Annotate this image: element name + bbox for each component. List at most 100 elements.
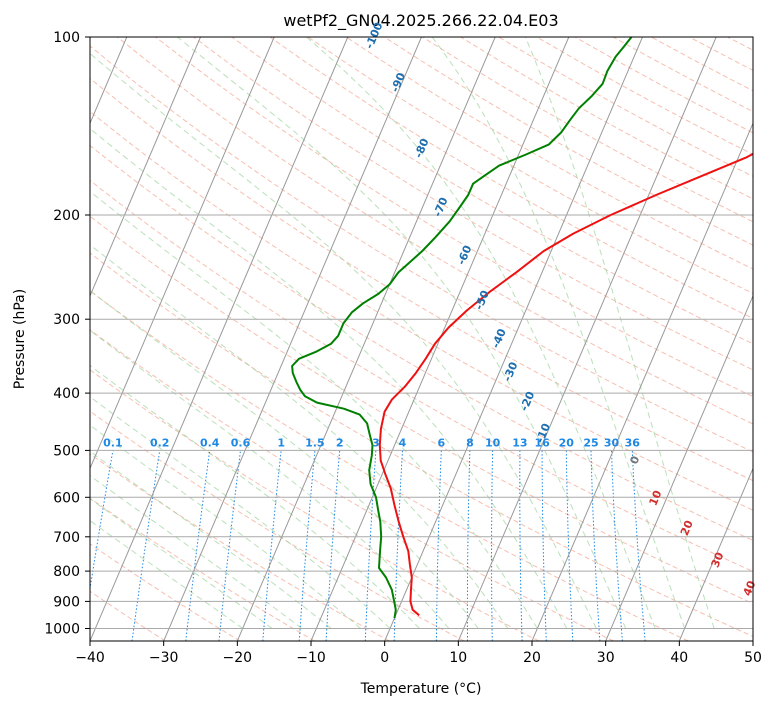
mixing-ratio-label: 13	[512, 436, 527, 449]
mixing-ratio-line	[611, 450, 623, 641]
isotherm-line	[678, 467, 753, 641]
mixing-ratio-line	[90, 450, 114, 592]
mixing-ratio-line	[590, 450, 601, 641]
dry-adiabat-line	[90, 453, 390, 641]
mixing-ratio-label: 3	[372, 436, 380, 449]
y-tick-label: 300	[53, 312, 80, 328]
moist-adiabat-line	[524, 37, 715, 629]
x-tick-label: 0	[380, 650, 389, 666]
mixing-ratio-label: 25	[583, 436, 598, 449]
mixing-ratio-label: 10	[485, 436, 501, 449]
mixing-ratio-line	[262, 450, 282, 641]
x-tick-label: 50	[744, 650, 762, 666]
mixing-ratio-line	[491, 450, 494, 641]
mixing-ratio-label: 1	[277, 436, 285, 449]
profile-line	[291, 37, 633, 619]
mixing-ratio-label: 20	[559, 436, 575, 449]
dry-adiabat-line	[90, 144, 753, 542]
y-tick-label: 100	[53, 30, 80, 46]
moist-adiabat-line	[90, 396, 391, 629]
x-tick-label: 40	[670, 650, 688, 666]
moist-adiabat-line	[90, 520, 243, 629]
mixing-ratio-label: 2	[336, 436, 344, 449]
isotherm-label-warm: 10	[647, 488, 665, 507]
dry-adiabat-line	[90, 45, 753, 453]
dry-adiabat-line	[155, 37, 753, 398]
mixing-ratio-line	[298, 450, 316, 641]
x-tick-label: −10	[296, 650, 326, 666]
x-tick-label: 30	[597, 650, 615, 666]
mixing-ratio-line	[218, 450, 241, 641]
y-tick-label: 800	[53, 564, 80, 580]
y-tick-label: 200	[53, 208, 80, 224]
isotherm-line	[90, 37, 201, 298]
dry-adiabat-line	[90, 215, 753, 605]
mixing-ratio-line	[325, 450, 341, 641]
dry-adiabat-line	[90, 543, 241, 641]
isotherm-line	[384, 37, 643, 641]
dry-adiabat-line	[90, 497, 315, 641]
y-tick-label: 600	[53, 490, 80, 506]
moist-adiabat-line	[90, 450, 332, 629]
moist-adiabat-line	[90, 289, 479, 629]
dry-adiabat-line	[422, 37, 753, 223]
background-lines	[90, 37, 775, 641]
mixing-ratio-label: 4	[399, 436, 407, 449]
x-tick-label: 10	[449, 650, 467, 666]
dry-adiabat-line	[384, 37, 753, 246]
isotherm-label: -40	[489, 326, 509, 350]
dry-adiabat-line	[269, 37, 753, 319]
moist-adiabat-line	[90, 190, 538, 629]
moist-adiabat-line	[90, 329, 450, 629]
isotherm-label-warm: 20	[678, 518, 696, 537]
isotherm-label: -60	[455, 243, 475, 267]
y-tick-label: 400	[53, 386, 80, 402]
dry-adiabat-line	[117, 37, 753, 425]
dry-adiabat-line	[766, 37, 775, 641]
dry-adiabat-line	[90, 290, 689, 641]
mixing-ratio-line	[466, 450, 471, 641]
axis-ticks: −40 −30 −20 −10 0 10 20 30 40 50 1000 900 800 700 600 5…	[44, 30, 762, 666]
dry-adiabat-line	[193, 37, 753, 371]
chart-title: wetPf2_GN04.2025.266.22.04.E03	[283, 11, 558, 31]
isotherm-line	[90, 37, 349, 641]
mixing-ratio-label: 8	[466, 436, 474, 449]
mixing-ratio-label: 0.2	[150, 436, 170, 449]
mixing-ratio-line	[565, 450, 574, 641]
profile-line	[378, 152, 753, 617]
isotherm-label: -80	[412, 136, 432, 160]
y-tick-label: 900	[53, 594, 80, 610]
dry-adiabat-line	[90, 179, 753, 573]
moist-adiabat-line	[177, 37, 627, 629]
moist-adiabat-line	[90, 424, 361, 629]
mixing-ratio-label: 16	[534, 436, 550, 449]
y-tick-label: 1000	[44, 622, 80, 638]
mixing-ratio-label: 36	[625, 436, 641, 449]
isotherm-line	[531, 121, 753, 641]
isotherm-line	[163, 37, 422, 641]
dry-adiabat-line	[650, 37, 753, 92]
moist-adiabat-line	[431, 37, 686, 629]
profile-series	[291, 37, 753, 619]
isotherm-line	[605, 294, 753, 641]
mixing-ratio-line	[435, 450, 442, 641]
y-tick-label: 500	[53, 443, 80, 459]
dry-adiabat-line	[90, 110, 753, 511]
grid-lines	[90, 37, 753, 641]
dry-adiabat-line	[460, 37, 753, 200]
y-axis-label: Pressure (hPa)	[12, 289, 28, 389]
moist-adiabat-line	[306, 37, 656, 629]
dry-adiabat-line	[90, 369, 540, 641]
x-tick-label: 20	[523, 650, 541, 666]
mixing-ratio-line	[364, 450, 377, 641]
dry-adiabat-line	[90, 77, 753, 482]
dry-adiabat-line	[689, 37, 753, 71]
dry-adiabat-line	[90, 329, 614, 641]
plot-frame	[89, 36, 754, 642]
mixing-ratio-line	[393, 450, 403, 641]
moist-adiabat-line	[90, 498, 273, 629]
mixing-ratio-label: 1.5	[305, 436, 325, 449]
dry-adiabat-line	[307, 37, 753, 294]
isotherm-line	[457, 37, 717, 641]
